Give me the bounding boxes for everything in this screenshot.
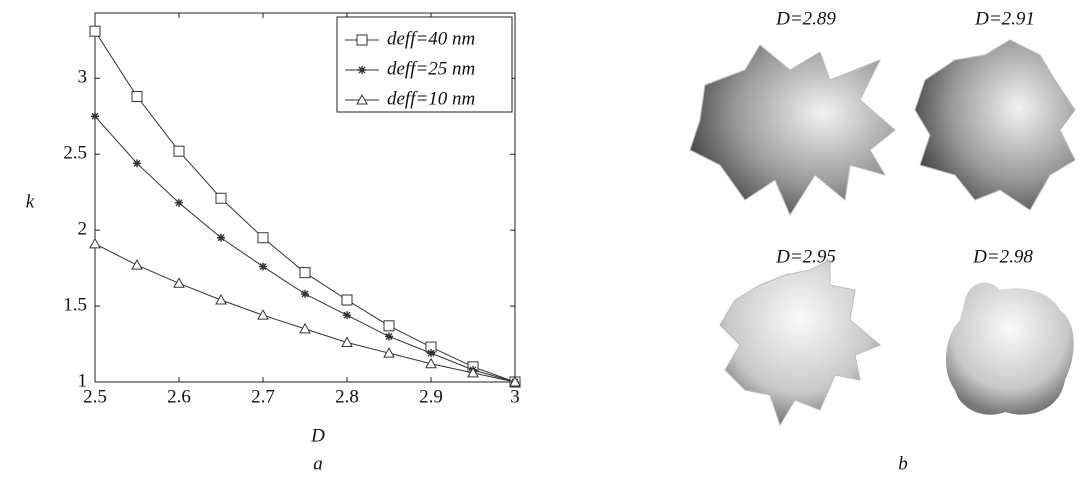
y-axis-label: k — [26, 191, 35, 212]
x-tick-label: 2.9 — [419, 386, 443, 407]
caption: a — [313, 453, 323, 474]
marker — [133, 159, 141, 167]
marker — [174, 146, 184, 156]
x-tick-label: 2.7 — [251, 386, 275, 407]
particle-image — [915, 40, 1075, 210]
y-tick-label: 2.5 — [63, 143, 87, 164]
particle-image — [946, 283, 1074, 415]
caption: b — [898, 453, 908, 474]
panel-label: D=2.98 — [972, 246, 1033, 267]
x-tick-label: 2.8 — [335, 386, 359, 407]
figure: D k a b D=2.89 D=2.91 D=2.95 D=2.98 2.52… — [0, 0, 1085, 478]
panel-label: D=2.89 — [775, 8, 836, 29]
marker — [175, 199, 183, 207]
series-line — [95, 116, 515, 382]
marker — [90, 26, 100, 36]
marker — [300, 324, 310, 333]
x-axis-label: D — [310, 425, 325, 446]
marker — [385, 332, 393, 340]
particle-image — [690, 45, 895, 215]
legend-marker — [357, 35, 367, 45]
marker — [384, 321, 394, 331]
legend-label: deff=25 nm — [387, 58, 475, 79]
y-tick-label: 1 — [78, 370, 88, 391]
marker — [90, 239, 100, 248]
marker — [216, 193, 226, 203]
marker — [259, 263, 267, 271]
y-tick-label: 2 — [78, 219, 88, 240]
x-tick-label: 3 — [510, 386, 520, 407]
marker — [301, 290, 309, 298]
legend-marker — [358, 66, 366, 74]
marker — [427, 349, 435, 357]
marker — [91, 112, 99, 120]
marker — [258, 233, 268, 243]
legend-label: deff=10 nm — [387, 88, 475, 109]
marker — [174, 278, 184, 287]
marker — [132, 92, 142, 102]
marker — [216, 295, 226, 304]
y-tick-label: 1.5 — [63, 294, 87, 315]
particle-image — [720, 260, 880, 425]
panel-label: D=2.91 — [974, 8, 1035, 29]
marker — [300, 268, 310, 278]
marker — [342, 295, 352, 305]
fractal-images — [690, 40, 1075, 425]
marker — [217, 234, 225, 242]
marker — [132, 260, 142, 269]
y-tick-label: 3 — [78, 67, 88, 88]
marker — [343, 311, 351, 319]
x-tick-label: 2.6 — [167, 386, 191, 407]
marker — [342, 338, 352, 347]
marker — [258, 310, 268, 319]
legend-label: deff=40 nm — [387, 28, 475, 49]
